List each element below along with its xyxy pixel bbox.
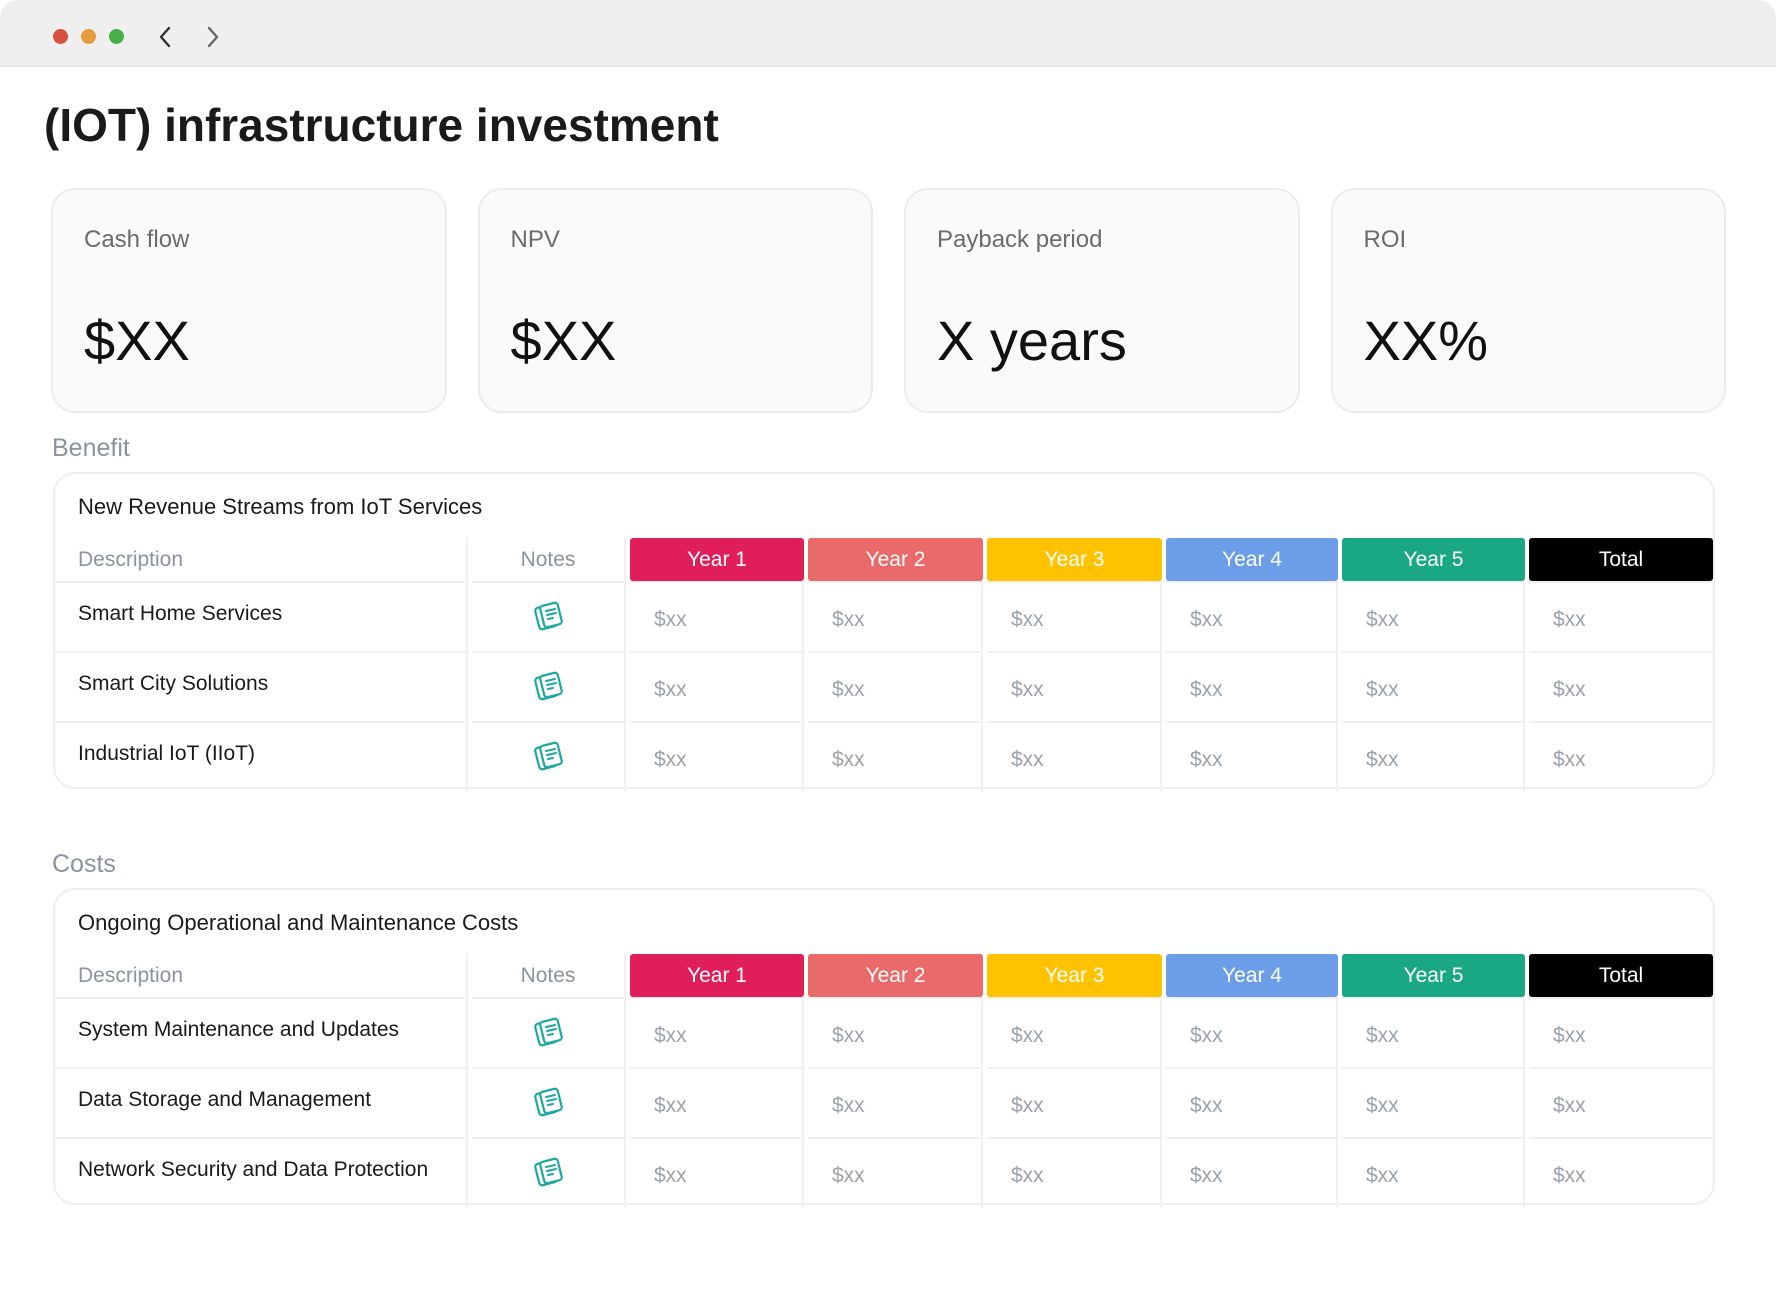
column-header: Total [1529, 954, 1713, 997]
value-cell: $xx [630, 721, 804, 791]
maximize-button[interactable] [109, 29, 124, 44]
card-value: XX% [1363, 309, 1489, 372]
column-header: Year 4 [1166, 954, 1338, 997]
value-cell: $xx [808, 581, 983, 651]
column-header: Notes [472, 538, 626, 581]
value-cell: $xx [808, 1137, 983, 1207]
column-header: Notes [472, 954, 626, 997]
table-card: New Revenue Streams from IoT Services Des… [53, 472, 1715, 791]
value-cell: $xx [1166, 721, 1338, 791]
table-grid: Description Notes Year 1 Year 2 Year 3 Year 4… [55, 538, 1713, 791]
notes-cell [472, 1137, 626, 1207]
value-cell: $xx [987, 1067, 1162, 1137]
value-cell: $xx [1529, 721, 1713, 791]
minimize-button[interactable] [81, 29, 96, 44]
column-header: Description [55, 954, 468, 997]
table-title: Ongoing Operational and Maintenance Cost… [78, 910, 519, 935]
forward-button[interactable] [205, 26, 221, 48]
value-cell: $xx [1166, 997, 1338, 1067]
notes-icon[interactable] [531, 1156, 565, 1190]
notes-cell [472, 651, 626, 721]
table-title: New Revenue Streams from IoT Services [78, 494, 483, 519]
card-label: NPV [510, 226, 560, 253]
row-description: Network Security and Data Protection [55, 1137, 468, 1207]
value-cell: $xx [1166, 1137, 1338, 1207]
summary-cards: Cash flow $XX NPV $XX Payback period X years R… [51, 188, 1726, 413]
value-cell: $xx [630, 1067, 804, 1137]
value-cell: $xx [1342, 1067, 1525, 1137]
value-cell: $xx [1166, 651, 1338, 721]
notes-cell [472, 997, 626, 1067]
column-header: Year 5 [1342, 954, 1525, 997]
section-heading: Benefit [52, 434, 130, 462]
card-label: ROI [1363, 226, 1407, 253]
close-button[interactable] [53, 29, 68, 44]
value-cell: $xx [1529, 581, 1713, 651]
back-button[interactable] [157, 26, 173, 48]
value-cell: $xx [987, 997, 1162, 1067]
column-header: Year 3 [987, 954, 1162, 997]
column-header: Year 1 [630, 954, 804, 997]
notes-cell [472, 581, 626, 651]
card-label: Payback period [937, 226, 1103, 253]
row-description: Data Storage and Management [55, 1067, 468, 1137]
column-header: Year 3 [987, 538, 1162, 581]
value-cell: $xx [987, 651, 1162, 721]
notes-cell [472, 721, 626, 791]
value-cell: $xx [1342, 1137, 1525, 1207]
value-cell: $xx [1342, 997, 1525, 1067]
card-value: $XX [84, 309, 190, 372]
value-cell: $xx [987, 721, 1162, 791]
value-cell: $xx [630, 581, 804, 651]
card-label: Cash flow [84, 226, 190, 253]
value-cell: $xx [1166, 581, 1338, 651]
page-title: (IOT) infrastructure investment [44, 99, 719, 151]
column-header: Year 1 [630, 538, 804, 581]
column-header: Year 2 [808, 954, 983, 997]
notes-cell [472, 1067, 626, 1137]
notes-icon[interactable] [531, 670, 565, 704]
metric-card: ROI XX% [1330, 188, 1726, 413]
value-cell: $xx [808, 997, 983, 1067]
value-cell: $xx [1529, 651, 1713, 721]
column-header: Year 2 [808, 538, 983, 581]
row-description: Industrial IoT (IIoT) [55, 721, 468, 791]
card-value: $XX [510, 309, 617, 372]
value-cell: $xx [1529, 1137, 1713, 1207]
column-header: Year 5 [1342, 538, 1525, 581]
value-cell: $xx [1166, 1067, 1338, 1137]
value-cell: $xx [808, 1067, 983, 1137]
value-cell: $xx [630, 1137, 804, 1207]
value-cell: $xx [987, 581, 1162, 651]
metric-card: Payback period X years [904, 188, 1300, 413]
notes-icon[interactable] [531, 600, 565, 634]
value-cell: $xx [808, 651, 983, 721]
value-cell: $xx [987, 1137, 1162, 1207]
notes-icon[interactable] [531, 740, 565, 774]
value-cell: $xx [630, 651, 804, 721]
column-header: Year 4 [1166, 538, 1338, 581]
table-card: Ongoing Operational and Maintenance Cost… [53, 888, 1715, 1207]
title-bar [0, 0, 1776, 67]
value-cell: $xx [1529, 1067, 1713, 1137]
column-header: Description [55, 538, 468, 581]
section-heading: Costs [52, 850, 116, 878]
value-cell: $xx [1342, 651, 1525, 721]
metric-card: NPV $XX [477, 188, 873, 413]
value-cell: $xx [1529, 997, 1713, 1067]
row-description: System Maintenance and Updates [55, 997, 468, 1067]
notes-icon[interactable] [531, 1086, 565, 1120]
table-grid: Description Notes Year 1 Year 2 Year 3 Year 4… [55, 954, 1713, 1207]
column-header: Total [1529, 538, 1713, 581]
value-cell: $xx [630, 997, 804, 1067]
value-cell: $xx [1342, 581, 1525, 651]
row-description: Smart Home Services [55, 581, 468, 651]
row-description: Smart City Solutions [55, 651, 468, 721]
card-value: X years [937, 309, 1127, 372]
notes-icon[interactable] [531, 1016, 565, 1050]
value-cell: $xx [1342, 721, 1525, 791]
value-cell: $xx [808, 721, 983, 791]
metric-card: Cash flow $XX [51, 188, 447, 413]
